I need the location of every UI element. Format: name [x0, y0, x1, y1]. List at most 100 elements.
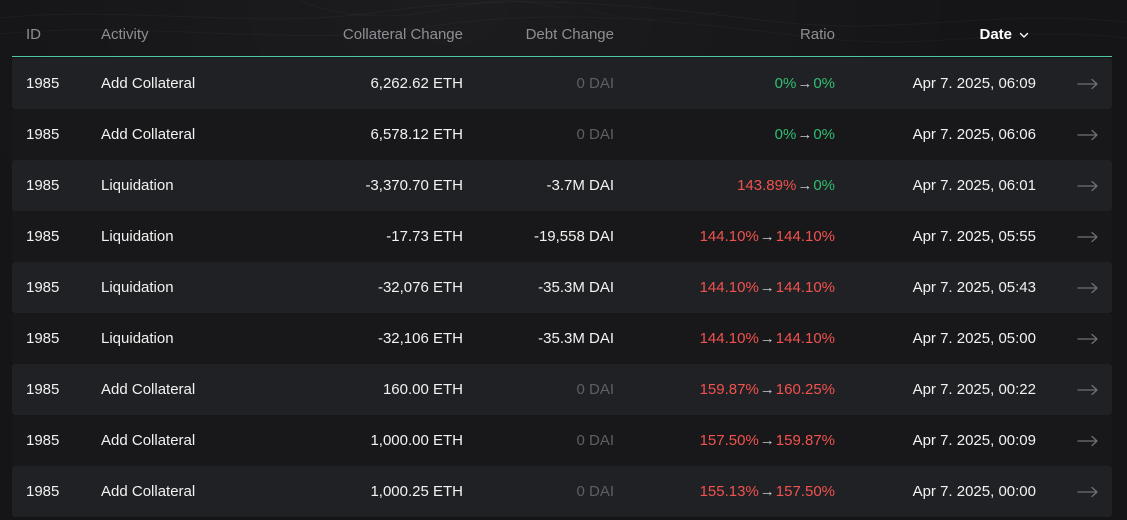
- column-header-debt-change[interactable]: Debt Change: [525, 26, 614, 43]
- ratio-after: 0%: [813, 75, 835, 92]
- column-header-date-sort[interactable]: Date: [979, 26, 1030, 43]
- column-header-collateral-change[interactable]: Collateral Change: [342, 26, 463, 43]
- row-id: 1985: [26, 432, 60, 449]
- row-debt-change: -3.7M DAI: [546, 177, 614, 194]
- row-debt-change: 0 DAI: [576, 126, 614, 143]
- table-row[interactable]: 1985 Add Collateral 6,262.62 ETH 0 DAI 0%→0%…: [12, 58, 1112, 109]
- column-header-activity[interactable]: Activity: [101, 26, 149, 43]
- ratio-arrow-icon: →: [797, 126, 813, 143]
- ratio-after: 144.10%: [775, 228, 835, 245]
- ratio-arrow-icon: →: [759, 330, 775, 347]
- column-header-id[interactable]: ID: [26, 26, 41, 43]
- row-activity: Liquidation: [101, 279, 174, 296]
- ratio-before: 144.10%: [699, 330, 759, 347]
- arrow-right-icon[interactable]: [1076, 313, 1100, 364]
- row-activity: Liquidation: [101, 228, 174, 245]
- ratio-arrow-icon: →: [759, 432, 775, 449]
- ratio-after: 144.10%: [775, 330, 835, 347]
- table-row[interactable]: 1985 Add Collateral 1,000.25 ETH 0 DAI 155.1…: [12, 466, 1112, 517]
- row-ratio: 157.50%→159.87%: [700, 415, 835, 466]
- row-activity: Add Collateral: [101, 483, 196, 500]
- row-ratio: 144.10%→144.10%: [700, 313, 835, 364]
- row-debt-change: -35.3M DAI: [538, 330, 614, 347]
- row-ratio: 0%→0%: [775, 58, 835, 109]
- row-id: 1985: [26, 126, 60, 143]
- ratio-after: 157.50%: [775, 483, 835, 500]
- row-date: Apr 7. 2025, 05:55: [912, 228, 1036, 245]
- row-date: Apr 7. 2025, 00:22: [912, 381, 1036, 398]
- row-collateral-change: -17.73 ETH: [386, 228, 463, 245]
- row-ratio: 0%→0%: [775, 109, 835, 160]
- row-debt-change: 0 DAI: [576, 75, 614, 92]
- row-debt-change: 0 DAI: [576, 483, 614, 500]
- arrow-right-icon[interactable]: [1076, 211, 1100, 262]
- arrow-right-icon[interactable]: [1076, 415, 1100, 466]
- ratio-arrow-icon: →: [759, 279, 775, 296]
- row-ratio: 155.13%→157.50%: [700, 466, 835, 517]
- row-debt-change: 0 DAI: [576, 432, 614, 449]
- ratio-arrow-icon: →: [797, 75, 813, 92]
- row-collateral-change: 6,262.62 ETH: [370, 75, 463, 92]
- row-debt-change: -19,558 DAI: [533, 228, 614, 245]
- row-activity: Liquidation: [101, 177, 174, 194]
- row-collateral-change: -32,106 ETH: [377, 330, 463, 347]
- table-row[interactable]: 1985 Liquidation -17.73 ETH -19,558 DAI 144.…: [12, 211, 1112, 262]
- row-activity: Add Collateral: [101, 126, 196, 143]
- table-row[interactable]: 1985 Liquidation -3,370.70 ETH -3.7M DAI 143…: [12, 160, 1112, 211]
- row-id: 1985: [26, 228, 60, 245]
- row-ratio: 143.89%→0%: [737, 160, 835, 211]
- row-date: Apr 7. 2025, 05:43: [912, 279, 1036, 296]
- row-collateral-change: 1,000.00 ETH: [370, 432, 463, 449]
- table-row[interactable]: 1985 Add Collateral 160.00 ETH 0 DAI 159.87%…: [12, 364, 1112, 415]
- row-collateral-change: 160.00 ETH: [382, 381, 463, 398]
- ratio-before: 157.50%: [699, 432, 759, 449]
- table-row[interactable]: 1985 Liquidation -32,076 ETH -35.3M DAI 144.…: [12, 262, 1112, 313]
- ratio-before: 144.10%: [699, 228, 759, 245]
- table-header: ID Activity Collateral Change Debt Chang…: [12, 14, 1112, 57]
- ratio-arrow-icon: →: [797, 177, 813, 194]
- row-id: 1985: [26, 279, 60, 296]
- row-debt-change: 0 DAI: [576, 381, 614, 398]
- table-row[interactable]: 1985 Liquidation -32,106 ETH -35.3M DAI 144.…: [12, 313, 1112, 364]
- activity-table-body: 1985 Add Collateral 6,262.62 ETH 0 DAI 0%→0%…: [12, 58, 1112, 517]
- ratio-before: 155.13%: [699, 483, 759, 500]
- arrow-right-icon[interactable]: [1076, 466, 1100, 517]
- ratio-before: 0%: [774, 75, 797, 92]
- row-date: Apr 7. 2025, 06:01: [912, 177, 1036, 194]
- arrow-right-icon[interactable]: [1076, 262, 1100, 313]
- table-row[interactable]: 1985 Add Collateral 1,000.00 ETH 0 DAI 157.5…: [12, 415, 1112, 466]
- row-date: Apr 7. 2025, 00:00: [912, 483, 1036, 500]
- row-id: 1985: [26, 381, 60, 398]
- row-collateral-change: 1,000.25 ETH: [370, 483, 463, 500]
- row-id: 1985: [26, 177, 60, 194]
- row-date: Apr 7. 2025, 06:09: [912, 75, 1036, 92]
- chevron-down-icon: [1019, 32, 1029, 38]
- ratio-after: 160.25%: [775, 381, 835, 398]
- ratio-before: 0%: [774, 126, 797, 143]
- arrow-right-icon[interactable]: [1076, 364, 1100, 415]
- row-date: Apr 7. 2025, 06:06: [912, 126, 1036, 143]
- arrow-right-icon[interactable]: [1076, 58, 1100, 109]
- ratio-before: 159.87%: [699, 381, 759, 398]
- column-header-date-label: Date: [979, 26, 1012, 43]
- ratio-before: 143.89%: [737, 177, 797, 194]
- ratio-before: 144.10%: [699, 279, 759, 296]
- ratio-arrow-icon: →: [759, 483, 775, 500]
- arrow-right-icon[interactable]: [1076, 109, 1100, 160]
- row-id: 1985: [26, 330, 60, 347]
- row-ratio: 159.87%→160.25%: [700, 364, 835, 415]
- row-collateral-change: -32,076 ETH: [377, 279, 463, 296]
- column-header-ratio[interactable]: Ratio: [799, 26, 835, 43]
- ratio-after: 0%: [813, 177, 835, 194]
- row-date: Apr 7. 2025, 05:00: [912, 330, 1036, 347]
- row-activity: Liquidation: [101, 330, 174, 347]
- table-row[interactable]: 1985 Add Collateral 6,578.12 ETH 0 DAI 0%→0%…: [12, 109, 1112, 160]
- row-id: 1985: [26, 75, 60, 92]
- ratio-after: 144.10%: [775, 279, 835, 296]
- row-collateral-change: -3,370.70 ETH: [365, 177, 463, 194]
- ratio-after: 159.87%: [775, 432, 835, 449]
- arrow-right-icon[interactable]: [1076, 160, 1100, 211]
- row-ratio: 144.10%→144.10%: [700, 211, 835, 262]
- row-collateral-change: 6,578.12 ETH: [370, 126, 463, 143]
